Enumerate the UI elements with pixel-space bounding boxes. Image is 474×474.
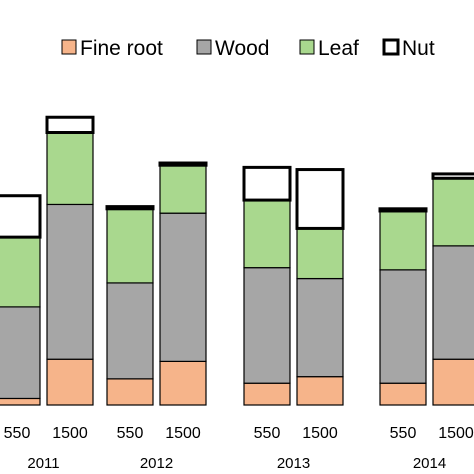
segment-nut [105, 205, 155, 211]
segment-fine_root [432, 358, 474, 406]
segment-wood [46, 203, 94, 360]
legend-label: Wood [215, 37, 269, 60]
segment-leaf [243, 199, 291, 269]
segment-nut [295, 168, 345, 230]
segment-leaf [432, 177, 474, 247]
segment-fine_root [243, 382, 291, 406]
segment-wood [0, 306, 41, 400]
bar-2014-550 [378, 207, 428, 406]
legend-label: Fine root [80, 37, 163, 60]
segment-fine_root [106, 378, 154, 406]
segment-leaf [46, 131, 94, 206]
segment-wood [432, 245, 474, 360]
year-label: 2011 [27, 455, 59, 472]
x-tick-label: 550 [4, 425, 31, 442]
legend-item-fine_root: Fine root [61, 37, 163, 60]
segment-fine_root [159, 360, 207, 406]
x-tick-labels: 550 1500 550 1500 550 1500 550 1500 [4, 425, 474, 442]
segment-nut [158, 161, 208, 167]
segment-fine_root [0, 397, 41, 406]
segment-leaf [159, 164, 207, 214]
segment-wood [379, 269, 427, 384]
legend-label: Nut [402, 37, 435, 60]
bar-2014-1500 [431, 172, 474, 406]
legend-swatch [196, 39, 212, 55]
x-tick-label: 550 [390, 425, 417, 442]
legend-item-wood: Wood [196, 37, 269, 60]
segment-nut [242, 165, 292, 202]
legend-label: Leaf [318, 37, 359, 60]
x-tick-label: 1500 [165, 425, 201, 442]
bar-2012-550 [105, 205, 155, 406]
year-label: 2012 [140, 455, 173, 472]
legend-swatch [299, 39, 315, 55]
segment-nut [431, 172, 474, 180]
legend-swatch [382, 38, 400, 56]
legend-swatch [61, 39, 77, 55]
x-tick-label: 1500 [52, 425, 88, 442]
bar-2011-1500 [45, 115, 95, 406]
bar-2011-550 [0, 194, 42, 406]
year-label: 2013 [277, 455, 310, 472]
segment-leaf [379, 210, 427, 271]
segment-nut [0, 194, 42, 239]
segment-nut [45, 115, 95, 134]
segment-wood [243, 267, 291, 384]
segment-wood [296, 277, 344, 378]
segment-leaf [106, 208, 154, 284]
segment-wood [159, 212, 207, 363]
segment-nut [378, 207, 428, 213]
segment-fine_root [46, 358, 94, 406]
year-labels: 2011 2012 2013 2014 [27, 455, 446, 472]
x-tick-label: 550 [117, 425, 144, 442]
x-tick-label: 550 [254, 425, 281, 442]
legend-item-leaf: Leaf [299, 37, 359, 60]
segment-fine_root [379, 382, 427, 406]
bar-2012-1500 [158, 161, 208, 406]
x-tick-label: 1500 [302, 425, 338, 442]
year-label: 2014 [413, 455, 446, 472]
legend: Fine root Wood Leaf Nut [61, 37, 435, 60]
bar-2013-550 [242, 165, 292, 406]
segment-leaf [0, 236, 41, 308]
segment-wood [106, 282, 154, 380]
segment-fine_root [296, 376, 344, 406]
x-tick-label: 1500 [438, 425, 474, 442]
segment-leaf [296, 227, 344, 280]
bar-area [0, 115, 474, 406]
bar-2013-1500 [295, 168, 345, 406]
legend-item-nut: Nut [382, 37, 435, 60]
